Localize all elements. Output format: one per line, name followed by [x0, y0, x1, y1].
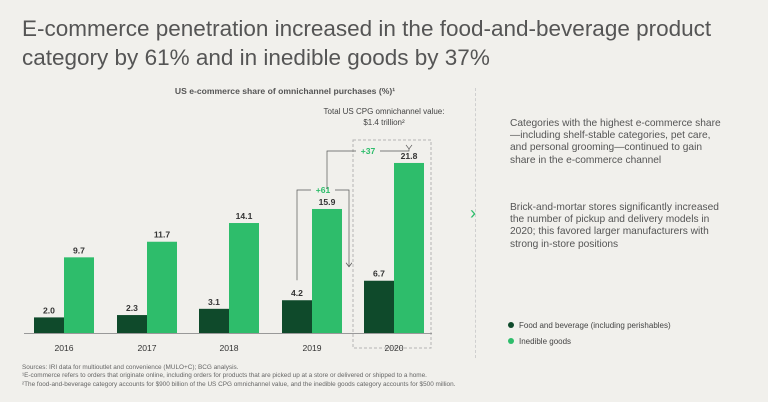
- annotation-plus61-label: +61: [316, 185, 331, 195]
- x-tick-2019: 2019: [302, 343, 321, 353]
- footnotes: Sources: IRI data for multioutlet and co…: [22, 364, 752, 389]
- footnote-1: ¹E-commerce refers to orders that origin…: [22, 372, 427, 380]
- legend-swatch-inedible: [508, 338, 514, 344]
- x-tick-2016: 2016: [54, 343, 73, 353]
- annotation-plus37-label: +37: [361, 146, 376, 156]
- highlight-box-2020: [352, 139, 432, 349]
- data-label-food-2016: 2.0: [43, 305, 55, 315]
- annotation-plus61-label-bg: [311, 184, 335, 196]
- legend-item-inedible: Inedible goods: [508, 337, 571, 346]
- bar-food-2017: [117, 315, 147, 333]
- footnote-2: ²The food-and-beverage category accounts…: [22, 380, 456, 388]
- bar-food-2016: [34, 317, 64, 333]
- footnote-sources: Sources: IRI data for multioutlet and co…: [22, 364, 239, 371]
- bar-inedible-2018: [229, 223, 259, 333]
- annotation-plus37-arrowhead: [405, 144, 413, 150]
- chart-title: US e-commerce share of omnichannel purch…: [174, 86, 396, 96]
- bar-inedible-2016: [64, 257, 94, 333]
- data-label-inedible-2018: 14.1: [236, 211, 253, 221]
- legend-swatch-food: [508, 322, 514, 328]
- callout-text-1: Categories with the highest e-commerce s…: [510, 118, 721, 166]
- bar-inedible-2019: [312, 208, 342, 333]
- chevron-right-icon: ›: [470, 203, 476, 223]
- data-label-food-2020: 6.7: [373, 269, 385, 279]
- section-divider: [475, 88, 476, 358]
- callout-text-2: Brick-and-mortar stores significantly in…: [510, 202, 719, 250]
- data-label-food-2019: 4.2: [291, 288, 303, 298]
- data-label-inedible-2020: 21.8: [401, 151, 418, 161]
- bar-food-2018: [199, 308, 229, 333]
- annotation-plus37-label-bg: [356, 145, 380, 157]
- headline: E-commerce penetration increased in the …: [22, 16, 712, 70]
- highlight-note: Total US CPG omnichannel value: $1.4 tri…: [323, 107, 445, 127]
- bar-inedible-2017: [147, 241, 177, 333]
- data-label-food-2017: 2.3: [126, 303, 138, 313]
- annotation-plus61-arrowhead: [345, 262, 353, 268]
- data-label-inedible-2016: 9.7: [73, 245, 85, 255]
- legend-item-food: Food and beverage (including perishables…: [508, 321, 671, 330]
- x-tick-2020: 2020: [384, 343, 403, 353]
- bar-inedible-2020: [394, 162, 424, 333]
- x-tick-2018: 2018: [219, 343, 238, 353]
- bar-food-2019: [282, 300, 312, 333]
- data-label-inedible-2017: 11.7: [154, 230, 170, 240]
- data-label-food-2018: 3.1: [208, 297, 220, 307]
- bar-food-2020: [364, 280, 394, 333]
- legend-label-food: Food and beverage (including perishables…: [519, 321, 671, 330]
- data-label-inedible-2019: 15.9: [319, 197, 336, 207]
- legend-label-inedible: Inedible goods: [519, 337, 572, 346]
- x-tick-2017: 2017: [137, 343, 156, 353]
